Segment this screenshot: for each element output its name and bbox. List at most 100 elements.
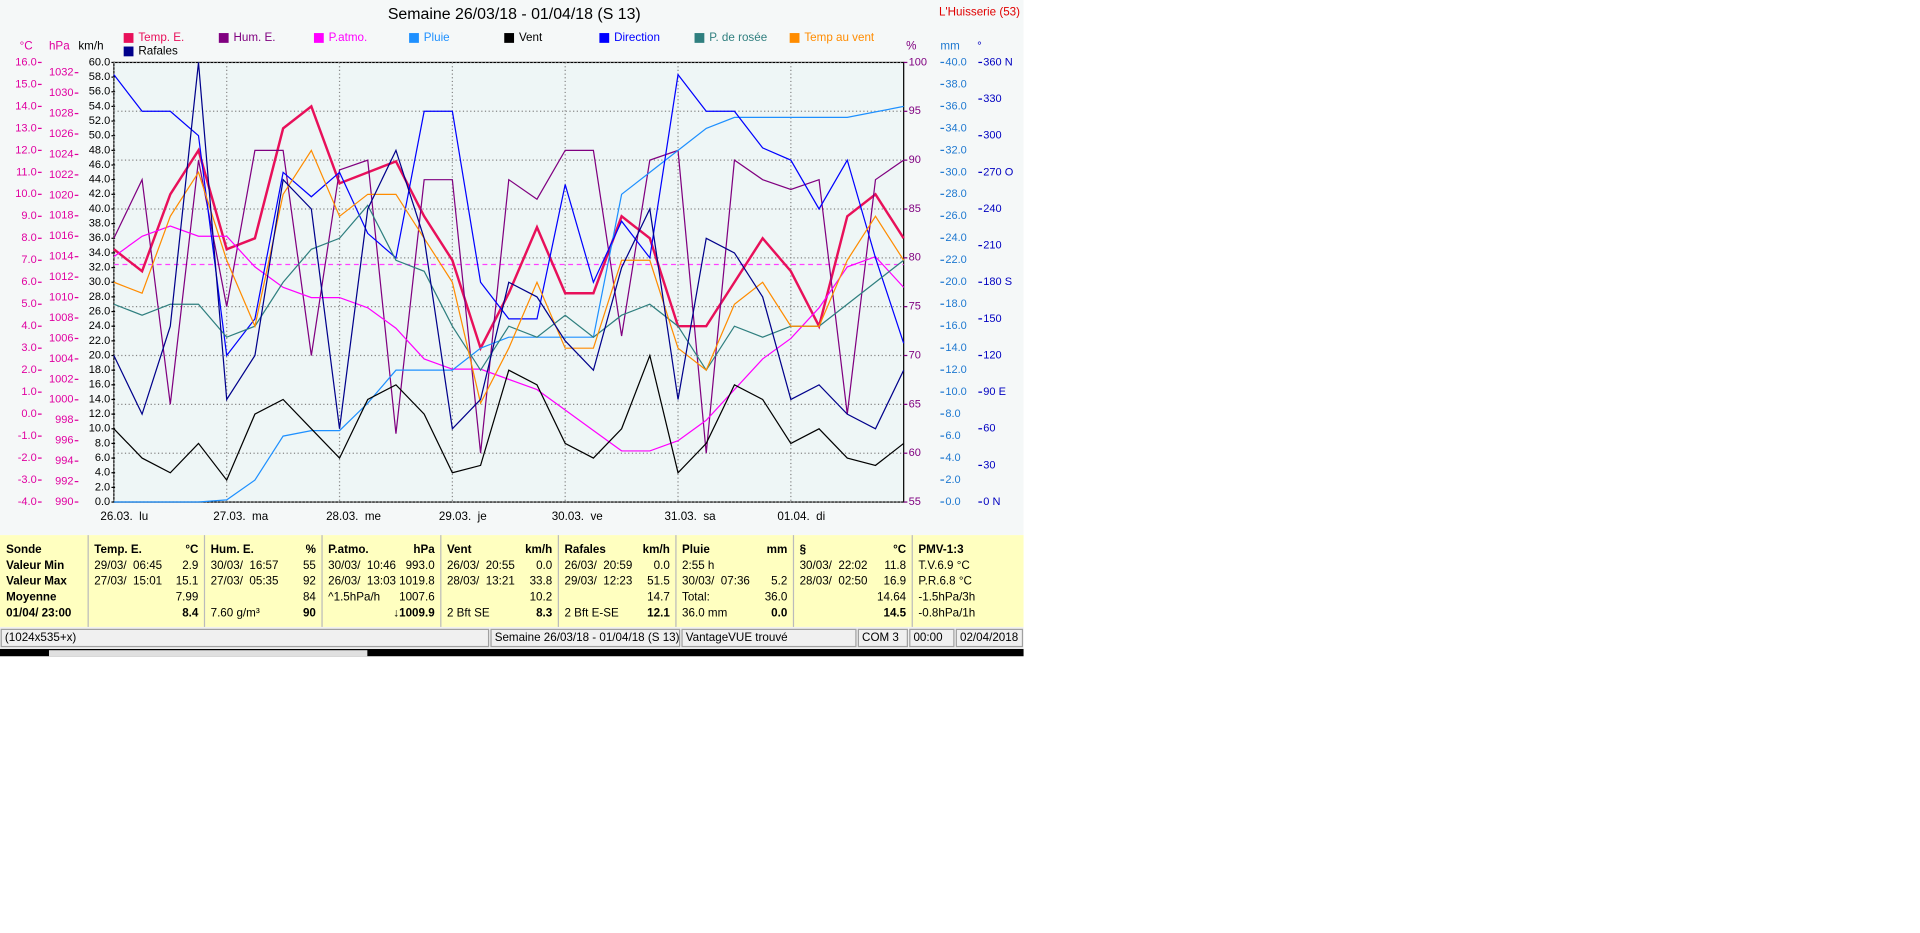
y-tick-label: 50.0 [89,130,110,142]
y-tick-label: 1030 [49,87,74,99]
status-text: Semaine 26/03/18 - 01/04/18 (S 13) [495,631,680,644]
y-tick-label: 1018 [49,210,74,222]
y-tick-label: 12.0 [945,364,966,376]
series-line [113,73,905,358]
x-tick-label: 26.03. lu [100,510,148,523]
cell-text: Pluie [682,543,710,556]
legend-swatch [123,33,134,43]
y-tick-label: 7.0 [21,254,36,266]
y-tick-label: 16.0 [89,379,110,391]
y-tick-label: 58.0 [89,71,110,83]
y-tick-label: 14.0 [15,100,36,112]
y-tick-label: 40.0 [945,56,966,68]
y-tick-label: 12.0 [89,408,110,420]
cell-text: 28/03/ 02:50 [800,575,868,588]
cell-text: PMV-1:3 [918,543,964,556]
cell-value: 10.2 [530,591,553,604]
y-tick-label: 0.0 [95,496,110,508]
y-tick-label: 30.0 [945,166,966,178]
y-tick-label: 994 [55,455,73,467]
x-tick-label: 31.03. sa [665,510,717,523]
y-tick-label: 1014 [49,251,74,263]
cell-text: Valeur Max [6,575,67,588]
status-text: COM 3 [862,631,899,644]
cell-text: 2:55 h [682,559,714,572]
cell-value: 8.4 [182,607,199,620]
cell-value: 33.8 [530,575,553,588]
y-tick-label: 90 E [983,386,1006,398]
y-tick-label: 24.0 [945,232,966,244]
axis-unit: % [906,40,916,53]
y-tick-label: 95 [909,105,921,117]
cell-text: 27/03/ 05:35 [211,575,279,588]
y-tick-label: 360 N [983,56,1012,68]
y-tick-label: 22.0 [945,254,966,266]
series-line [113,105,904,503]
legend-swatch [313,33,324,43]
y-tick-label: 4.0 [21,320,36,332]
legend-swatch [504,33,515,43]
legend-swatch [599,33,610,43]
y-tick-label: 85 [909,203,921,215]
y-tick-label: 60.0 [89,56,110,68]
y-tick-label: 6.0 [95,452,110,464]
cell-value: km/h [643,543,670,556]
cell-text: 26/03/ 20:59 [564,559,632,572]
cell-text: Sonde [6,543,42,556]
y-tick-label: 32.0 [945,144,966,156]
status-cell [0,628,490,648]
y-tick-label: 30 [983,459,995,471]
y-tick-label: 75 [909,301,921,313]
series-line [113,62,905,431]
cell-text: Valeur Min [6,559,64,572]
y-tick-label: 2.0 [21,364,36,376]
status-text: 00:00 [913,631,943,644]
series-line [113,104,905,352]
legend-label: Pluie [424,31,450,44]
y-tick-label: -3.0 [18,474,37,486]
y-tick-label: 6.0 [21,276,36,288]
cell-text: 29/03/ 12:23 [564,575,632,588]
legend-swatch [218,33,229,43]
y-tick-label: 4.0 [95,467,110,479]
cell-text: § [800,543,806,556]
y-tick-label: 300 [983,130,1001,142]
cell-value: 0.0 [654,559,671,572]
y-tick-label: 60 [909,447,921,459]
y-tick-label: 1022 [49,169,74,181]
y-tick-label: 5.0 [21,298,36,310]
y-tick-label: 120 [983,349,1001,361]
y-tick-label: 180 S [983,276,1012,288]
legend-swatch [789,33,800,43]
y-tick-label: 28.0 [945,188,966,200]
y-tick-label: 80 [909,252,921,264]
y-tick-label: 44.0 [89,174,110,186]
y-tick-label: 10.0 [89,423,110,435]
cell-text: 27/03/ 15:01 [94,575,162,588]
cell-text: P.atmo. [328,543,369,556]
y-tick-label: 90 [909,154,921,166]
x-tick-label: 01.04. di [777,510,825,523]
y-tick-label: 996 [55,435,73,447]
y-tick-label: 11.0 [16,166,37,178]
y-tick-label: 18.0 [89,364,110,376]
y-tick-label: 54.0 [89,100,110,112]
legend-label: P.atmo. [329,31,368,44]
y-tick-label: 60 [983,423,995,435]
y-tick-label: 1.0 [21,386,36,398]
y-tick-label: 1012 [49,271,74,283]
cell-value: °C [185,543,199,556]
y-tick-label: 10.0 [945,386,966,398]
cell-text: 30/03/ 16:57 [211,559,279,572]
status-text: (1024x535+x) [5,631,77,644]
chart-title: Semaine 26/03/18 - 01/04/18 (S 13) [388,6,641,23]
y-tick-label: 4.0 [945,452,960,464]
series-line [113,149,905,454]
y-tick-label: 2.0 [945,474,960,486]
cell-text: -1.5hPa/3h [918,591,975,604]
station-name: L'Huisserie (53) [939,5,1020,18]
series-line [113,353,905,482]
y-tick-label: 36.0 [945,100,966,112]
y-tick-label: 3.0 [21,342,36,354]
y-tick-label: 1024 [49,148,74,160]
